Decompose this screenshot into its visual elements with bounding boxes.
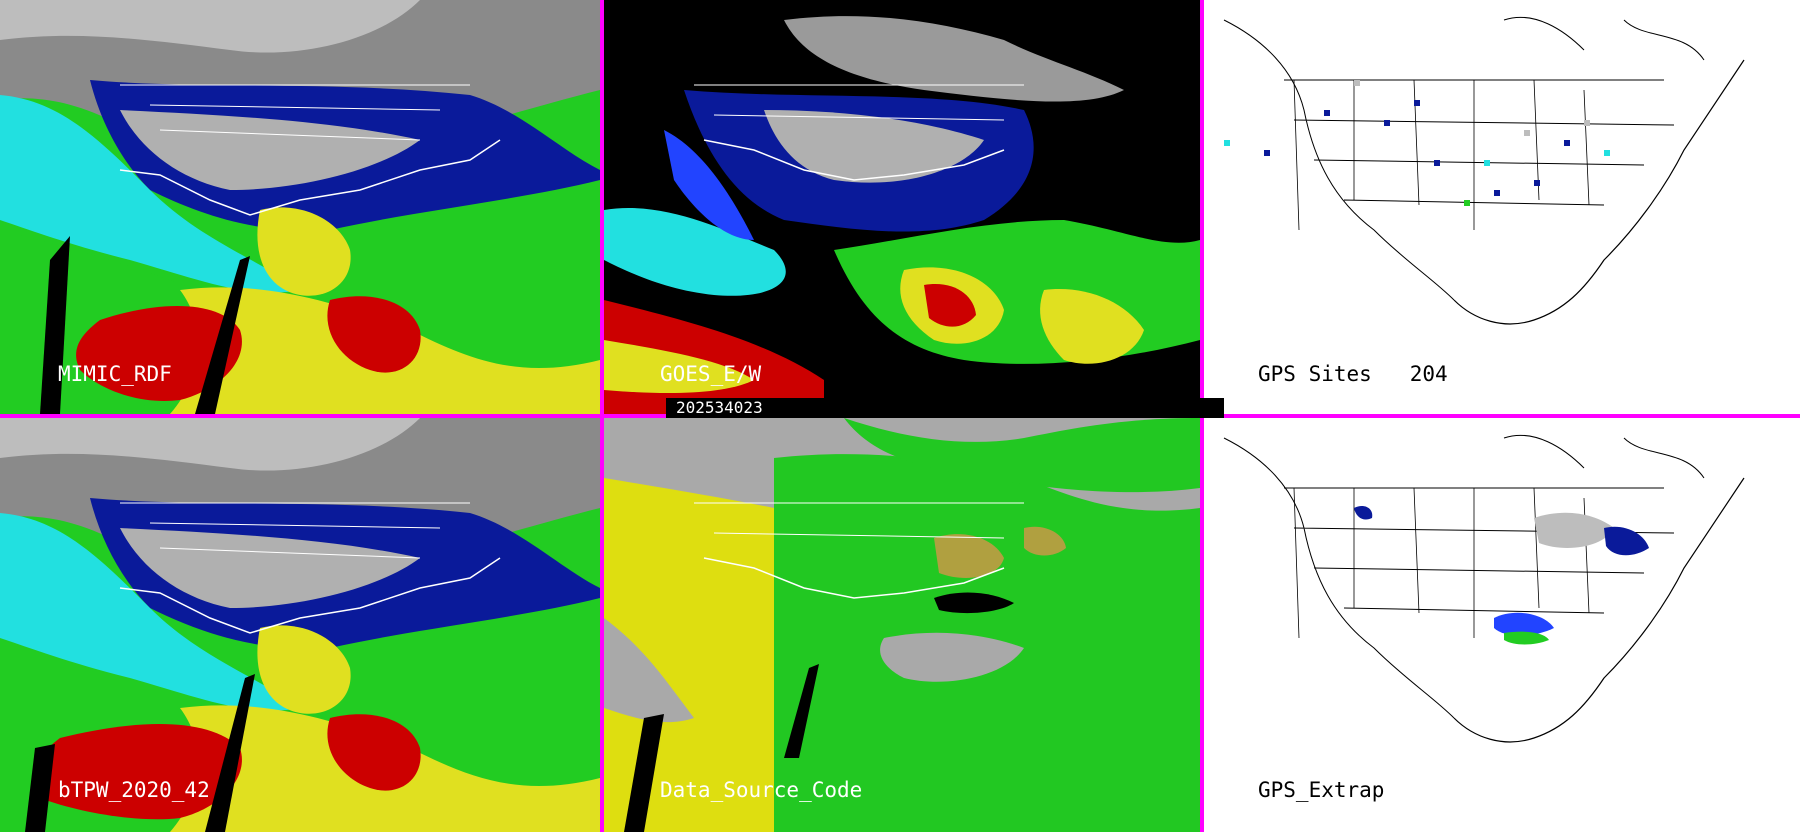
panel-separator	[1204, 414, 1800, 418]
panel-label: GPS_Extrap	[1258, 778, 1385, 802]
panel-data-source: Data_Source_Code	[604, 418, 1200, 832]
gps-sites-map	[1223, 16, 1745, 325]
panel-label: Data_Source_Code	[660, 778, 863, 802]
panel-goes: GOES_E/W	[604, 0, 1200, 414]
panel-gps-sites: GPS Sites 204	[1204, 0, 1800, 414]
panel-gps-extrap: GPS_Extrap	[1204, 418, 1800, 832]
panel-label: MIMIC_RDF	[58, 362, 172, 386]
timestamp-label: 202534023	[666, 398, 1224, 418]
tpw-map	[0, 0, 600, 414]
panel-btpw: bTPW_2020_42	[0, 418, 600, 832]
gps-extrap-map	[1223, 434, 1745, 743]
source-map	[604, 418, 1200, 832]
panel-label: GPS Sites 204	[1258, 362, 1448, 386]
panel-label: bTPW_2020_42	[58, 778, 210, 802]
panel-separator	[0, 414, 600, 418]
tpw-map	[0, 418, 600, 832]
panel-label: GOES_E/W	[660, 362, 762, 386]
panel-separator	[600, 0, 604, 832]
panel-mimic-rdf: MIMIC_RDF	[0, 0, 600, 414]
goes-map	[604, 0, 1200, 414]
